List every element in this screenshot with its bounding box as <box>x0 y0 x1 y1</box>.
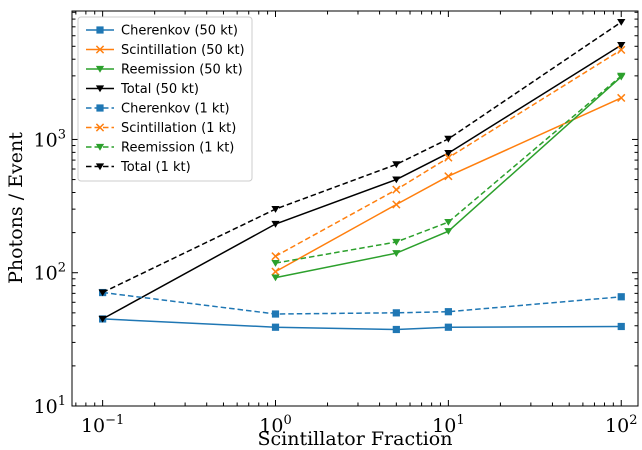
legend-marker <box>95 143 105 151</box>
legend-item: Scintillation (50 kt) <box>86 43 245 58</box>
legend-marker <box>95 123 105 132</box>
data-point <box>444 153 453 162</box>
legend-item: Cherenkov (50 kt) <box>86 24 238 39</box>
data-point <box>617 42 626 49</box>
legend-item: Reemission (1 kt) <box>86 141 234 156</box>
legend-label: Cherenkov (1 kt) <box>121 102 230 117</box>
legend-marker <box>95 163 105 171</box>
data-point <box>392 176 401 184</box>
legend-item: Total (50 kt) <box>86 82 199 97</box>
data-point <box>617 93 626 103</box>
legend-label: Cherenkov (50 kt) <box>121 24 238 39</box>
x-tick-label: 100 <box>259 413 291 437</box>
y-tick-label: 101 <box>34 394 66 418</box>
data-point <box>392 200 401 209</box>
series-layer <box>98 18 626 334</box>
y-axis-label: Photons / Event <box>5 132 27 284</box>
data-point <box>444 323 452 331</box>
series-total-1-kt <box>98 18 626 297</box>
data-point <box>392 238 401 246</box>
data-point <box>444 218 453 226</box>
data-point <box>617 18 626 26</box>
data-point <box>271 260 280 267</box>
data-point <box>617 72 626 80</box>
x-tick-label: 101 <box>432 413 464 437</box>
x-tick-label: 102 <box>605 413 637 437</box>
x-axis-label: Scintillator Fraction <box>258 428 453 450</box>
data-point <box>444 135 453 143</box>
data-point <box>271 267 280 276</box>
data-point <box>271 310 280 318</box>
legend-label: Scintillation (1 kt) <box>121 121 236 136</box>
data-point <box>392 185 401 194</box>
legend-marker <box>96 26 104 34</box>
plot-frame <box>71 10 639 407</box>
legend: Cherenkov (50 kt) Scintillation (50 kt) Re… <box>77 16 253 182</box>
legend-item: Total (1 kt) <box>86 160 191 175</box>
data-point <box>271 274 280 282</box>
x-tick-label: 10−1 <box>81 413 124 437</box>
series-line <box>275 75 622 264</box>
data-point <box>617 45 626 55</box>
legend-label: Total (1 kt) <box>120 160 191 175</box>
data-point <box>271 220 280 228</box>
series-reemission-1-kt <box>271 72 626 267</box>
legend-marker <box>95 65 105 73</box>
series-line <box>275 76 622 279</box>
data-point <box>392 250 401 257</box>
data-point <box>271 206 280 213</box>
data-point <box>392 161 401 169</box>
data-point <box>617 293 625 301</box>
series-line <box>102 21 622 294</box>
legend-marker <box>96 104 104 112</box>
y-tick-label: 103 <box>34 127 66 151</box>
legend-box <box>77 16 253 182</box>
data-point <box>444 308 452 316</box>
legend-label: Reemission (1 kt) <box>121 141 234 156</box>
data-point <box>98 315 107 323</box>
data-point <box>271 323 280 331</box>
legend-label: Total (50 kt) <box>120 82 199 97</box>
legend-marker <box>95 85 105 93</box>
data-point <box>444 149 453 157</box>
series-scintillation-50-kt <box>271 93 626 276</box>
series-scintillation-1-kt <box>271 45 626 261</box>
series-line <box>102 291 622 315</box>
ticks-layer: 10−1 100 101 102 101 102 103 <box>34 11 638 437</box>
data-point <box>392 309 400 317</box>
series-total-50-kt <box>98 42 626 323</box>
data-point <box>444 172 453 181</box>
legend-label: Scintillation (50 kt) <box>121 43 245 58</box>
data-point <box>98 289 107 297</box>
legend-label: Reemission (50 kt) <box>121 63 243 78</box>
data-point <box>271 252 280 261</box>
legend-item: Cherenkov (1 kt) <box>86 102 230 117</box>
series-line <box>275 49 622 257</box>
series-line <box>275 97 622 273</box>
data-point <box>444 228 453 235</box>
data-point <box>617 322 625 331</box>
legend-item: Reemission (50 kt) <box>86 63 243 78</box>
y-tick-label: 102 <box>34 261 66 285</box>
legend-marker <box>95 45 105 54</box>
data-point <box>392 325 400 334</box>
legend-item: Scintillation (1 kt) <box>86 121 236 136</box>
